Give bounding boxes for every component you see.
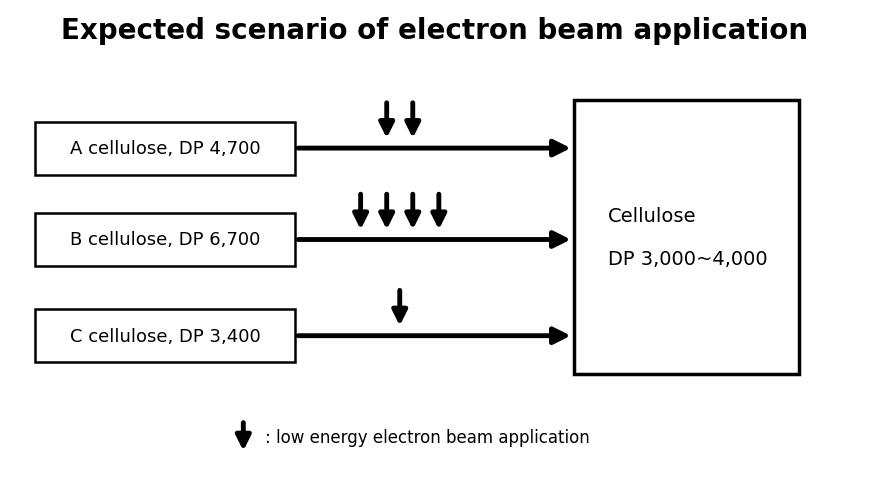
Text: Cellulose: Cellulose: [608, 206, 697, 226]
Text: C cellulose, DP 3,400: C cellulose, DP 3,400: [70, 327, 261, 345]
Text: DP 3,000~4,000: DP 3,000~4,000: [608, 250, 768, 269]
Bar: [574, 101, 799, 374]
Text: A cellulose, DP 4,700: A cellulose, DP 4,700: [70, 140, 261, 158]
Text: : low energy electron beam application: : low energy electron beam application: [265, 428, 590, 446]
Bar: [35, 310, 295, 362]
Bar: [35, 214, 295, 266]
Text: B cellulose, DP 6,700: B cellulose, DP 6,700: [70, 231, 261, 249]
Text: Expected scenario of electron beam application: Expected scenario of electron beam appli…: [61, 17, 808, 45]
Bar: [35, 122, 295, 175]
